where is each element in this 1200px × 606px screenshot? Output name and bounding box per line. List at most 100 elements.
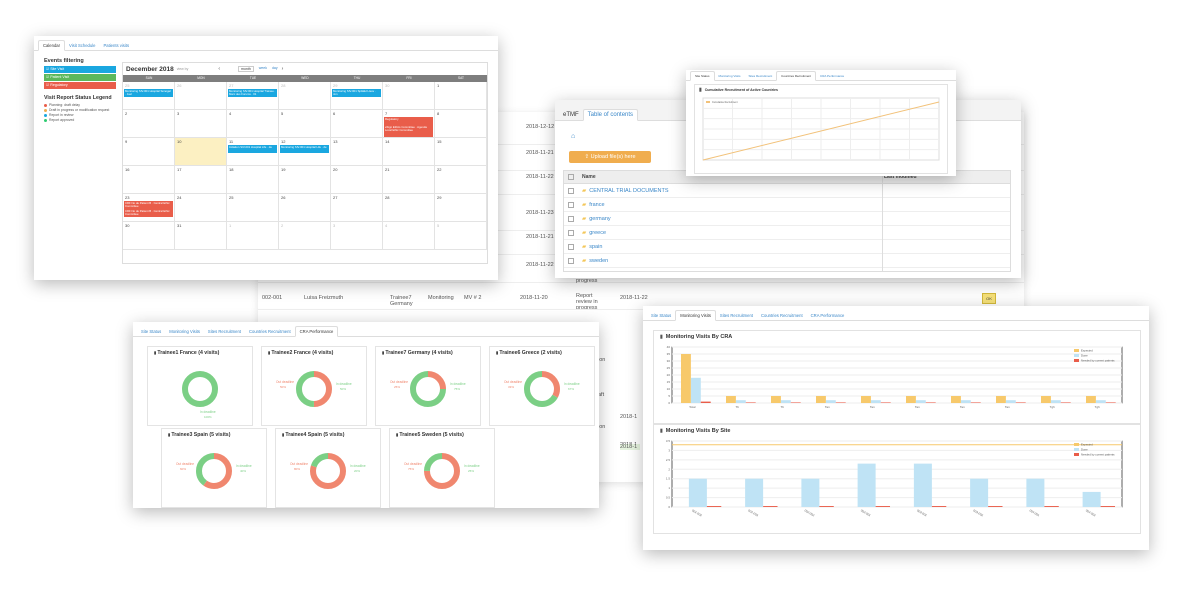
- tab-cra-performance[interactable]: CRA Performance: [820, 74, 845, 78]
- calendar-day-cell[interactable]: 26: [279, 194, 331, 222]
- bar[interactable]: [988, 506, 1003, 507]
- bar[interactable]: [906, 396, 916, 403]
- tab-table-of-contents[interactable]: Table of contents: [582, 109, 639, 121]
- row-checkbox[interactable]: [568, 243, 574, 250]
- bar[interactable]: [875, 506, 891, 507]
- tab-sites-recruitment[interactable]: Sites Recruitment: [207, 329, 241, 334]
- bar[interactable]: [726, 396, 736, 403]
- folder-row[interactable]: ▰ france: [564, 198, 1010, 212]
- bar[interactable]: [960, 400, 971, 403]
- calendar-event[interactable]: Initiation SIV-001 Hospital Life · de: [228, 145, 277, 153]
- donut-slice[interactable]: [424, 453, 460, 489]
- bar[interactable]: [870, 400, 881, 403]
- calendar-day-cell[interactable]: 12 Monitoring SIV-001 Hospital Life · de: [279, 138, 331, 166]
- bar[interactable]: [735, 400, 746, 403]
- bar[interactable]: [681, 354, 691, 403]
- calendar-day-cell[interactable]: 26: [175, 82, 227, 110]
- calendar-event[interactable]: CRF No de Patient B · Central Ethic Comm…: [124, 209, 173, 217]
- donut-slice[interactable]: [524, 371, 560, 407]
- bar[interactable]: [763, 506, 778, 507]
- calendar-event[interactable]: Monitoring SIV-001 Spitâlul Lleuv · Jon: [332, 89, 381, 97]
- bar[interactable]: [913, 463, 932, 507]
- calendar-day-cell[interactable]: 31: [175, 222, 227, 250]
- calendar-day-cell[interactable]: 20: [331, 166, 383, 194]
- bar[interactable]: [970, 402, 981, 403]
- folder-row[interactable]: ▰ sweden: [564, 254, 1010, 268]
- calendar-day-cell[interactable]: 1: [227, 222, 279, 250]
- calendar-day-cell[interactable]: 7 Regulatory eSign Ethics Committee · Agen…: [383, 110, 435, 138]
- calendar-day-cell[interactable]: 4: [383, 222, 435, 250]
- tab-cra-performance[interactable]: CRA Performance: [810, 313, 845, 318]
- calendar-event[interactable]: eSign Ethics Committee · Agenda Local Et…: [384, 125, 433, 137]
- folder-row[interactable]: ▰ germany: [564, 212, 1010, 226]
- tab-site-status[interactable]: Site Status: [141, 329, 162, 334]
- bar[interactable]: [835, 402, 846, 403]
- calendar-day-cell[interactable]: 5: [279, 110, 331, 138]
- bar[interactable]: [951, 396, 961, 403]
- bar[interactable]: [1100, 506, 1116, 507]
- calendar-day-cell[interactable]: 6: [331, 110, 383, 138]
- calendar-day-cell[interactable]: 10: [175, 138, 227, 166]
- folder-row[interactable]: ▰ spain: [564, 240, 1010, 254]
- row-action-button[interactable]: OK: [982, 293, 996, 304]
- calendar-event[interactable]: Monitoring SIV-001 Hospital Sénégal · Jo…: [124, 89, 173, 97]
- bar[interactable]: [1015, 402, 1026, 403]
- bar[interactable]: [1060, 402, 1071, 403]
- row-checkbox[interactable]: [568, 201, 574, 208]
- tab-calendar[interactable]: Calendar: [38, 40, 65, 51]
- calendar-event[interactable]: Regulatory: [384, 117, 433, 125]
- bar[interactable]: [925, 402, 936, 403]
- calendar-day-cell[interactable]: 13: [331, 138, 383, 166]
- calendar-day-cell[interactable]: 28: [279, 82, 331, 110]
- folder-row[interactable]: ▰ CENTRAL TRIAL DOCUMENTS: [564, 184, 1010, 198]
- next-month-icon[interactable]: ›: [281, 66, 284, 72]
- tab-monitoring-visits[interactable]: Monitoring Visits: [718, 74, 741, 78]
- bar[interactable]: [745, 402, 756, 403]
- bar[interactable]: [816, 396, 826, 403]
- bar[interactable]: [1050, 400, 1061, 403]
- calendar-day-cell[interactable]: 23 CRF No de Patient B · Central Ethic Co…: [123, 194, 175, 222]
- filter-site-visit[interactable]: ☑ Site Visit: [44, 66, 116, 73]
- calendar-day-cell[interactable]: 18: [227, 166, 279, 194]
- calendar-day-cell[interactable]: 21: [383, 166, 435, 194]
- row-checkbox[interactable]: [568, 215, 574, 222]
- calendar-day-cell[interactable]: 3: [331, 222, 383, 250]
- calendar-day-cell[interactable]: 19: [279, 166, 331, 194]
- calendar-day-cell[interactable]: 4: [227, 110, 279, 138]
- calendar-day-cell[interactable]: 1: [435, 82, 487, 110]
- tab-patients-visits[interactable]: Patients visits: [103, 43, 130, 48]
- tab-sites-recruitment[interactable]: Sites Recruitment: [748, 74, 773, 78]
- calendar-day-cell[interactable]: 3: [175, 110, 227, 138]
- tab-site-status[interactable]: Site Status: [690, 71, 715, 81]
- calendar-day-cell[interactable]: 25 Monitoring SIV-001 Hospital Sénégal · …: [123, 82, 175, 110]
- col-name[interactable]: Name: [582, 174, 596, 180]
- bar[interactable]: [996, 396, 1006, 403]
- calendar-day-cell[interactable]: 30: [383, 82, 435, 110]
- filter-regulatory[interactable]: ☑ Regulatory: [44, 82, 116, 89]
- calendar-day-cell[interactable]: 28: [383, 194, 435, 222]
- bar[interactable]: [1005, 400, 1016, 403]
- bar[interactable]: [700, 401, 711, 403]
- col-last-modified[interactable]: Last modified: [884, 174, 917, 180]
- donut-slice[interactable]: [310, 453, 346, 489]
- calendar-day-cell[interactable]: 14: [383, 138, 435, 166]
- calendar-day-cell[interactable]: 9: [123, 138, 175, 166]
- bar[interactable]: [1026, 478, 1045, 507]
- tab-site-status[interactable]: Site Status: [651, 313, 672, 318]
- tab-monitoring-visits[interactable]: Monitoring Visits: [675, 310, 716, 321]
- calendar-day-cell[interactable]: 2: [279, 222, 331, 250]
- bar[interactable]: [801, 478, 820, 507]
- bar[interactable]: [1095, 400, 1106, 403]
- bar[interactable]: [790, 402, 801, 403]
- view-month-button[interactable]: month: [238, 66, 254, 72]
- home-icon[interactable]: ⌂: [571, 133, 576, 140]
- bar[interactable]: [970, 478, 989, 507]
- tab-countries-recruitment[interactable]: Countries Recruitment: [248, 329, 291, 334]
- calendar-day-cell[interactable]: 30: [123, 222, 175, 250]
- donut-slice[interactable]: [182, 371, 218, 407]
- tab-cra-performance[interactable]: CRA Performance: [294, 326, 339, 337]
- calendar-day-cell[interactable]: 15: [435, 138, 487, 166]
- bar[interactable]: [1041, 396, 1051, 403]
- calendar-event[interactable]: Monitoring SIV-001 Hospital Life · de: [280, 145, 329, 153]
- view-week-button[interactable]: week: [258, 66, 267, 70]
